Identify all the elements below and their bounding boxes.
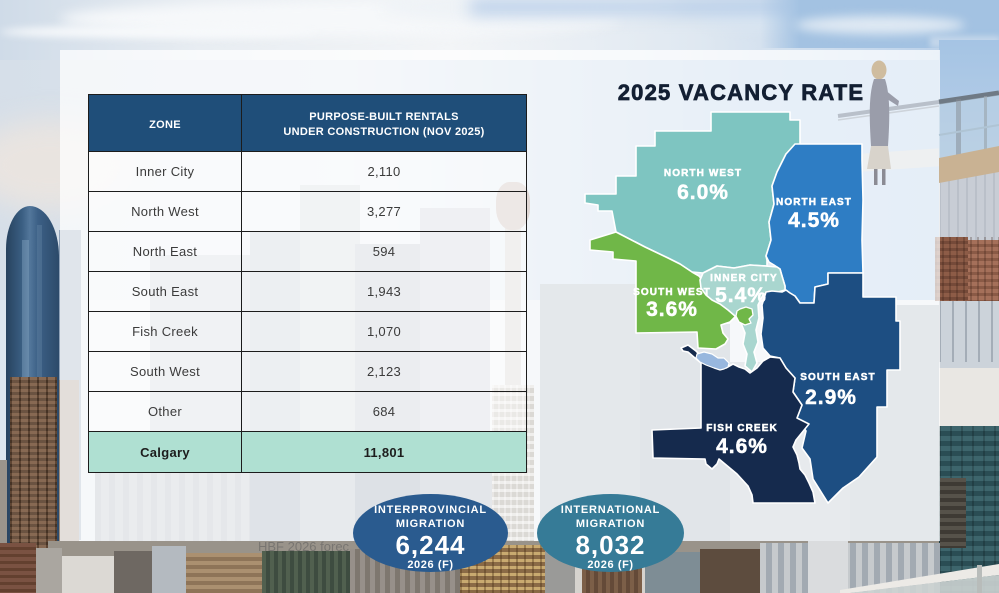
svg-text:NORTH EAST: NORTH EAST	[776, 197, 852, 208]
svg-text:INNER CITY: INNER CITY	[710, 273, 778, 284]
svg-text:6.0%: 6.0%	[677, 181, 729, 204]
svg-text:NORTH WEST: NORTH WEST	[664, 168, 742, 179]
svg-text:FISH CREEK: FISH CREEK	[706, 423, 778, 434]
svg-text:SOUTH EAST: SOUTH EAST	[800, 372, 875, 383]
svg-text:4.5%: 4.5%	[788, 209, 840, 232]
svg-text:SOUTH WEST: SOUTH WEST	[633, 287, 711, 298]
svg-text:5.4%: 5.4%	[715, 284, 767, 307]
svg-text:3.6%: 3.6%	[646, 298, 698, 321]
svg-text:2.9%: 2.9%	[805, 386, 857, 409]
svg-text:4.6%: 4.6%	[716, 435, 768, 458]
